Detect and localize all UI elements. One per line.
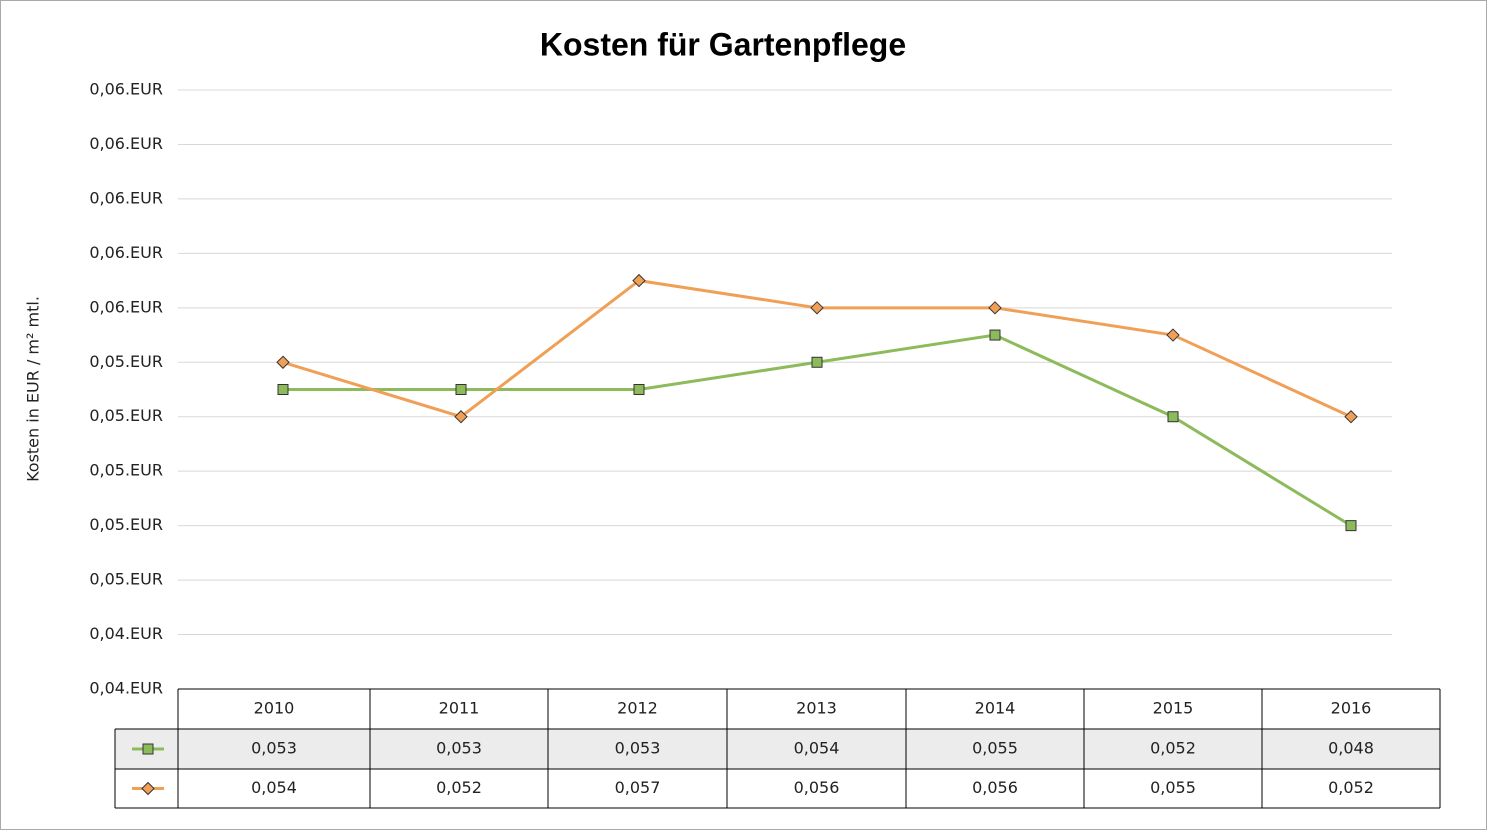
marker bbox=[1166, 328, 1180, 342]
y-tick-label: 0,05.EUR bbox=[89, 515, 163, 534]
y-tick-label: 0,05.EUR bbox=[89, 406, 163, 425]
table-value: 0,052 bbox=[1150, 739, 1196, 758]
x-tick-label: 2012 bbox=[617, 699, 658, 718]
x-tick-label: 2014 bbox=[975, 699, 1016, 718]
table-value: 0,055 bbox=[1150, 778, 1196, 797]
marker bbox=[810, 301, 824, 315]
marker bbox=[455, 384, 467, 395]
table-value: 0,054 bbox=[251, 778, 297, 797]
table-value: 0,053 bbox=[436, 739, 482, 758]
y-tick-label: 0,04.EUR bbox=[89, 624, 163, 643]
y-tick-label: 0,06.EUR bbox=[89, 134, 163, 153]
marker bbox=[277, 384, 289, 395]
table-value: 0,053 bbox=[615, 739, 661, 758]
x-tick-label: 2010 bbox=[254, 699, 295, 718]
table-value: 0,052 bbox=[1328, 778, 1374, 797]
table-value: 0,052 bbox=[436, 778, 482, 797]
marker bbox=[454, 410, 468, 424]
x-tick-label: 2015 bbox=[1153, 699, 1194, 718]
marker bbox=[1345, 520, 1357, 532]
table-value: 0,053 bbox=[251, 739, 297, 758]
y-tick-label: 0,05.EUR bbox=[89, 461, 163, 480]
marker bbox=[989, 329, 1001, 341]
marker bbox=[276, 355, 290, 369]
table-value: 0,056 bbox=[972, 778, 1018, 797]
y-tick-label: 0,06.EUR bbox=[89, 297, 163, 316]
y-tick-label: 0,06.EUR bbox=[89, 80, 163, 99]
marker bbox=[1167, 411, 1179, 423]
y-tick-label: 0,04.EUR bbox=[89, 679, 163, 698]
y-tick-label: 0,06.EUR bbox=[89, 243, 163, 262]
x-tick-label: 2016 bbox=[1331, 699, 1372, 718]
y-tick-label: 0,06.EUR bbox=[89, 188, 163, 207]
table-value: 0,054 bbox=[794, 739, 840, 758]
table-value: 0,056 bbox=[794, 778, 840, 797]
marker bbox=[811, 356, 823, 368]
table-row-bg bbox=[115, 729, 1440, 769]
x-tick-label: 2013 bbox=[796, 699, 837, 718]
marker bbox=[142, 743, 154, 755]
y-axis-label: Kosten in EUR / m² mtl. bbox=[24, 296, 43, 482]
marker bbox=[1344, 410, 1358, 424]
y-tick-label: 0,05.EUR bbox=[89, 352, 163, 371]
x-tick-label: 2011 bbox=[439, 699, 480, 718]
table-value: 0,048 bbox=[1328, 739, 1374, 758]
marker bbox=[141, 781, 155, 796]
table-value: 0,057 bbox=[615, 778, 661, 797]
marker bbox=[988, 301, 1002, 315]
chart-title: Kosten für Gartenpflege bbox=[540, 26, 906, 62]
marker bbox=[632, 273, 646, 288]
table-value: 0,055 bbox=[972, 739, 1018, 758]
marker bbox=[633, 384, 645, 395]
y-tick-label: 0,05.EUR bbox=[89, 570, 163, 589]
